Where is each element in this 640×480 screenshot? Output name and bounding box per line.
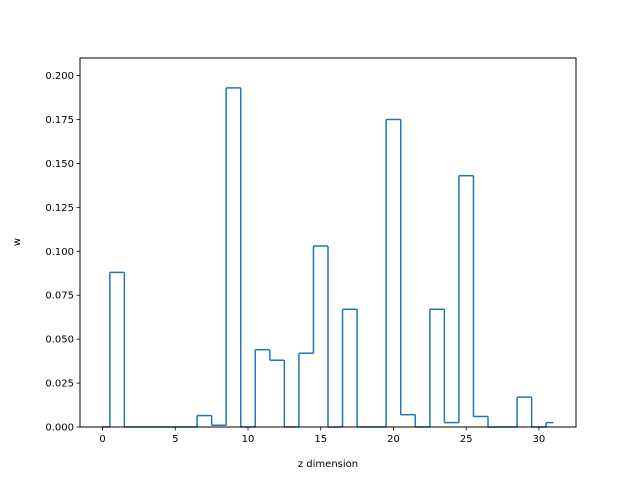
y-axis-label: w [12, 238, 23, 246]
y-tick-label: 0.125 [45, 203, 74, 214]
axes-frame [79, 57, 577, 428]
x-tick-label: 0 [99, 434, 105, 445]
y-tick-label: 0.200 [45, 71, 74, 82]
y-tick-label: 0.000 [45, 423, 74, 434]
y-tick-label: 0.075 [45, 291, 74, 302]
x-axis-ticks: 0 5 10 15 20 25 30 [99, 427, 545, 445]
x-tick-label: 10 [242, 434, 255, 445]
x-tick-label: 30 [533, 434, 546, 445]
y-tick-label: 0.100 [45, 247, 74, 258]
y-axis-ticks: 0.000 0.025 0.050 0.075 0.100 0.125 0.150 0.175… [45, 71, 80, 434]
x-tick-label: 25 [460, 434, 473, 445]
plot-area [79, 57, 577, 428]
y-tick-label: 0.175 [45, 115, 74, 126]
y-tick-label: 0.050 [45, 335, 74, 346]
y-tick-label: 0.025 [45, 379, 74, 390]
y-tick-label: 0.150 [45, 159, 74, 170]
x-axis-label: z dimension [298, 459, 358, 470]
x-tick-label: 20 [387, 434, 400, 445]
x-tick-label: 15 [314, 434, 327, 445]
x-tick-label: 5 [172, 434, 178, 445]
